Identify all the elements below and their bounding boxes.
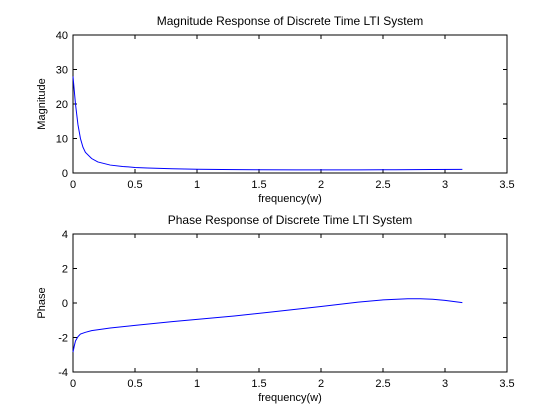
x-axis-label: frequency(w) [258,193,322,205]
chart-title: Magnitude Response of Discrete Time LTI … [157,14,424,28]
y-tick-label: 2 [62,264,68,276]
y-tick-label: 0 [62,168,68,180]
x-tick-label: 3 [442,378,448,390]
series-line [72,298,463,353]
y-tick-label: 4 [62,229,68,241]
x-tick-label: 2 [318,179,324,191]
y-tick-label: 20 [56,99,68,111]
y-tick-label: -2 [58,333,68,345]
y-tick-label: 40 [56,30,68,42]
series-line [72,76,463,171]
x-tick-label: 0 [70,378,76,390]
y-axis-label: Magnitude [36,78,48,129]
x-tick-label: 2.5 [375,378,390,390]
x-tick-label: 2 [318,378,324,390]
x-tick-label: 1 [194,378,200,390]
y-tick-label: 30 [56,65,68,77]
x-tick-label: 1 [194,179,200,191]
x-tick-label: 2.5 [375,179,390,191]
y-tick-label: 10 [56,134,68,146]
subplot-1: 0 0.5 1 1.5 2 2.5 3 3.5 0 10 20 30 40 Magnitude Respo… [36,14,515,205]
x-tick-label: 0.5 [127,378,142,390]
x-tick-label: 1.5 [251,378,266,390]
y-tick-label: -4 [58,367,68,379]
chart-title: Phase Response of Discrete Time LTI Syst… [168,213,413,227]
x-tick-label: 0 [70,179,76,191]
x-tick-label: 1.5 [251,179,266,191]
x-axis-label: frequency(w) [258,392,322,404]
y-axis-label: Phase [36,287,48,318]
plot-area [72,233,508,373]
x-tick-label: 0.5 [127,179,142,191]
x-tick-label: 3.5 [499,179,514,191]
subplot-2: 0 0.5 1 1.5 2 2.5 3 3.5 -4 -2 0 2 4 Phase Response of… [36,213,515,404]
y-tick-label: 0 [62,298,68,310]
x-tick-label: 3 [442,179,448,191]
x-tick-label: 3.5 [499,378,514,390]
plot-area [72,34,508,174]
